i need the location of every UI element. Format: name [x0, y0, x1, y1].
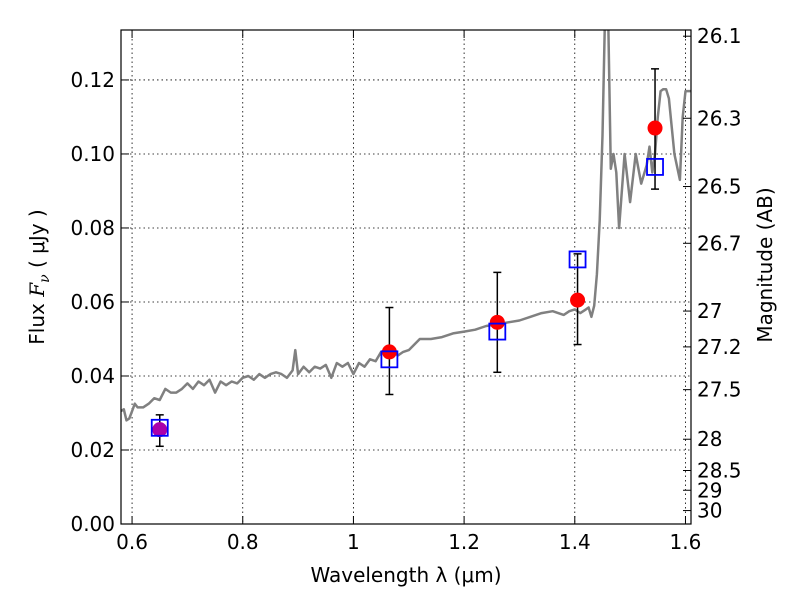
x-tick-label: 0.6	[116, 530, 148, 554]
y-tick-label: 0.08	[70, 216, 115, 240]
observed-point	[647, 120, 663, 136]
x-axis-label: Wavelength λ (μm)	[310, 563, 501, 587]
y-tick-label: 0.04	[70, 364, 115, 388]
model-spectrum-line	[121, 30, 691, 422]
x-tick-label: 0.8	[227, 530, 259, 554]
model-photometry-box	[568, 250, 587, 269]
y2-tick-label: 28.5	[697, 459, 742, 483]
y2-tick-label: 27.2	[697, 335, 742, 359]
model-photometry-box	[380, 350, 399, 369]
y-tick-label: 0.00	[70, 512, 115, 536]
y-tick-label: 0.06	[70, 290, 115, 314]
plot-data	[121, 30, 691, 448]
x-tick-label: 1	[347, 530, 360, 554]
y2-tick-label: 26.7	[697, 231, 742, 255]
y2-tick-label: 27.5	[697, 378, 742, 402]
y2-tick-label: 26.5	[697, 175, 742, 199]
model-photometry-box	[646, 158, 664, 176]
model-photometry-box	[150, 418, 169, 437]
y2-tick-label: 26.1	[697, 24, 742, 48]
ticks: 0.6 0.8 1 1.2 1.4 1.6 0.00 0.02 0.04 0.06 0.08 0.10…	[70, 24, 741, 554]
y-axis-label-symbol: F	[25, 282, 49, 298]
y2-tick-label: 30	[697, 499, 722, 523]
y2-axis-label: Magnitude (AB)	[753, 187, 777, 342]
observed-point	[570, 292, 586, 308]
y-tick-label: 0.10	[70, 142, 115, 166]
x-tick-label: 1.2	[448, 530, 480, 554]
y-tick-label: 0.12	[70, 68, 115, 92]
observed-point	[152, 422, 168, 438]
x-tick-label: 1.6	[670, 530, 702, 554]
y-axis-label-suffix: ( μJy )	[25, 209, 49, 274]
y-axis-label-prefix: Flux	[25, 297, 49, 345]
y-axis-label: Flux Fν ( μJy )	[25, 209, 53, 344]
model-photometry-box	[488, 322, 507, 341]
y-axis-label-subscript: ν	[37, 274, 53, 283]
y2-tick-label: 29	[697, 478, 722, 502]
y2-tick-label: 26.3	[697, 106, 742, 130]
plot-frame	[120, 29, 692, 525]
y2-tick-label: 27	[697, 299, 722, 323]
x-tick-label: 1.4	[559, 530, 591, 554]
observed-point	[489, 314, 505, 330]
y-tick-label: 0.02	[70, 438, 115, 462]
grid	[121, 30, 691, 525]
y2-tick-label: 28	[697, 427, 722, 451]
